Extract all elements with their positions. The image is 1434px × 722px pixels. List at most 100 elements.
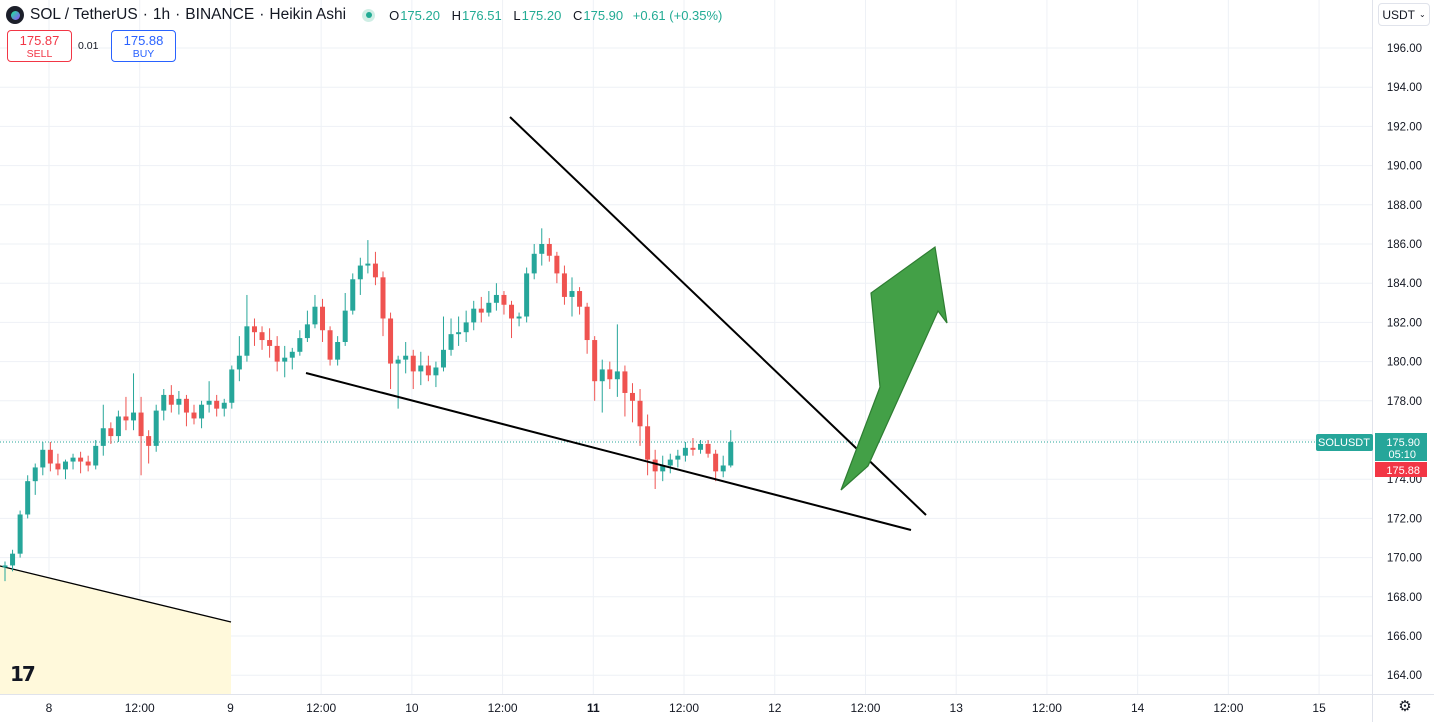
candle-body	[652, 459, 658, 472]
candle	[456, 316, 462, 346]
candle-body	[728, 441, 734, 466]
bid-price-label: 175.88	[1386, 465, 1420, 477]
candle-body	[161, 394, 167, 411]
time-tick-label: 12:00	[669, 701, 699, 715]
candle	[577, 287, 583, 315]
candle	[267, 328, 273, 358]
time-tick-label: 8	[46, 701, 53, 715]
symbol-name[interactable]: SOL / TetherUS	[30, 6, 138, 23]
time-tick-label: 12	[768, 701, 782, 715]
price-tick-label: 194.00	[1387, 82, 1422, 94]
candle	[493, 283, 499, 311]
time-axis-bg	[0, 694, 1372, 722]
candle	[584, 302, 590, 354]
candle	[259, 326, 265, 350]
candle-body	[357, 265, 363, 280]
candle	[418, 351, 424, 386]
candle	[629, 383, 635, 423]
candle-body	[380, 277, 386, 319]
change-value: +0.61 (+0.35%)	[632, 7, 723, 23]
candle-body	[645, 426, 651, 460]
candle-body	[123, 416, 129, 421]
candle-body	[622, 371, 628, 393]
candle	[70, 453, 76, 470]
candle-body	[214, 400, 220, 409]
symbol-tag-label: SOLUSDT	[1318, 437, 1370, 449]
candle	[569, 277, 575, 317]
time-axis[interactable]: 8 12:00 9 12:00 10 12:00 11 12:00 12 12:00 13 12:00…	[0, 694, 1434, 722]
price-tick-label: 190.00	[1387, 161, 1422, 173]
candle-body	[312, 306, 318, 325]
interval-label[interactable]: 1h	[152, 6, 171, 23]
close-value: 175.90	[583, 7, 624, 23]
candle-body	[55, 463, 61, 470]
candle-body	[524, 273, 530, 317]
candle-body	[327, 330, 333, 360]
buy-price: 175.88	[123, 33, 164, 48]
sell-label: SELL	[26, 48, 53, 60]
bullish-arrow-drawing[interactable]	[840, 245, 948, 491]
candle	[115, 410, 121, 442]
chart-grid	[0, 0, 1372, 694]
candle	[690, 438, 696, 456]
candle	[516, 312, 522, 327]
gear-icon[interactable]: ⚙	[1398, 698, 1412, 715]
currency-selector[interactable]: USDT ⌄	[1378, 3, 1430, 26]
open-value: 175.20	[400, 7, 440, 23]
candle	[138, 396, 144, 476]
candle-body	[554, 255, 560, 274]
highlight-zone-drawing[interactable]	[0, 566, 231, 694]
sell-button[interactable]: 175.87 SELL	[7, 30, 72, 62]
candle-body	[40, 449, 46, 468]
buy-button[interactable]: 175.88 BUY	[111, 30, 176, 62]
candle-body	[675, 455, 681, 460]
candle-body	[93, 445, 99, 466]
price-tick-label: 188.00	[1387, 200, 1422, 212]
zone-trend-line[interactable]	[0, 565, 232, 623]
candle	[214, 394, 220, 417]
candle-body	[629, 392, 635, 401]
wedge-lower-trend-line[interactable]	[305, 372, 912, 531]
candle	[10, 549, 16, 572]
candle	[380, 271, 386, 337]
candle	[501, 291, 507, 315]
candle-body	[25, 481, 31, 515]
candle	[486, 291, 492, 317]
candle-body	[85, 461, 91, 466]
candle	[682, 441, 688, 462]
candle-body	[410, 355, 416, 372]
time-tick-label: 11	[587, 701, 600, 715]
chart-style-label[interactable]: Heikin Ashi	[269, 6, 347, 23]
candle-body	[531, 253, 537, 274]
candle	[403, 342, 409, 374]
tradingview-logo-icon[interactable]: 17	[10, 662, 36, 686]
candle	[335, 336, 341, 366]
candle	[191, 404, 197, 425]
candle	[607, 361, 613, 390]
candle-body	[176, 398, 182, 405]
candle-body	[10, 553, 16, 566]
price-tick-label: 164.00	[1387, 670, 1422, 682]
time-tick-label: 12:00	[1213, 701, 1243, 715]
countdown-label: 05:10	[1388, 449, 1416, 461]
price-tick-label: 168.00	[1387, 592, 1422, 604]
candle	[599, 359, 605, 413]
candle-body	[70, 457, 76, 462]
candle-body	[297, 338, 303, 352]
candle	[554, 251, 560, 284]
price-axis[interactable]: 164.00166.00168.00170.00172.00174.00176.…	[1372, 0, 1434, 722]
candle-body	[388, 318, 394, 364]
candle	[425, 355, 431, 382]
candle-body	[32, 467, 38, 482]
time-tick-label: 12:00	[1032, 701, 1062, 715]
candle	[546, 238, 552, 262]
time-tick-label: 12:00	[850, 701, 880, 715]
candle	[93, 440, 99, 470]
candle	[131, 373, 137, 431]
candle	[320, 298, 326, 342]
candle-body	[592, 340, 598, 382]
candle-body	[584, 306, 590, 341]
candle-body	[236, 355, 242, 370]
candle	[652, 449, 658, 489]
